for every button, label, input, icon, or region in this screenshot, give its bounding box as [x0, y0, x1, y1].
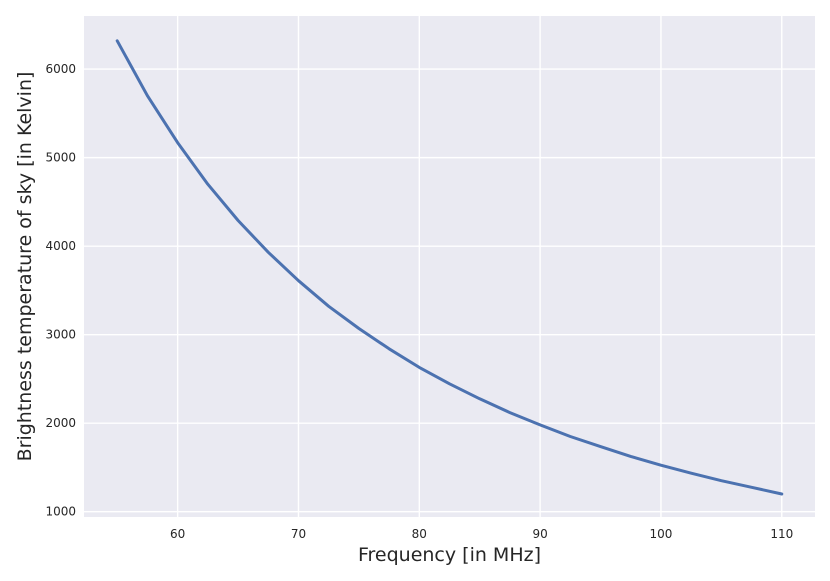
y-tick-label: 5000: [45, 151, 76, 165]
x-tick-label: 110: [770, 527, 793, 541]
x-axis-ticks: 60 70 80 90 100 110: [170, 527, 793, 541]
y-tick-label: 6000: [45, 62, 76, 76]
x-tick-label: 80: [412, 527, 427, 541]
x-axis-label: Frequency [in MHz]: [358, 544, 541, 566]
series-layer: [115, 39, 784, 496]
x-tick-label: 60: [170, 527, 185, 541]
y-tick-label: 3000: [45, 328, 76, 342]
y-axis-label: Brightness temperature of sky [in Kelvin…: [14, 72, 36, 462]
x-tick-label: 90: [532, 527, 547, 541]
y-axis-ticks: 1000 2000 3000 4000 5000 6000: [45, 62, 76, 519]
y-tick-label: 2000: [45, 416, 76, 430]
y-tick-label: 4000: [45, 239, 76, 253]
y-tick-label: 1000: [45, 505, 76, 519]
grid: [84, 16, 815, 517]
series-line: [115, 39, 784, 496]
plot-background: [84, 16, 815, 517]
x-tick-label: 70: [291, 527, 306, 541]
x-tick-label: 100: [649, 527, 672, 541]
